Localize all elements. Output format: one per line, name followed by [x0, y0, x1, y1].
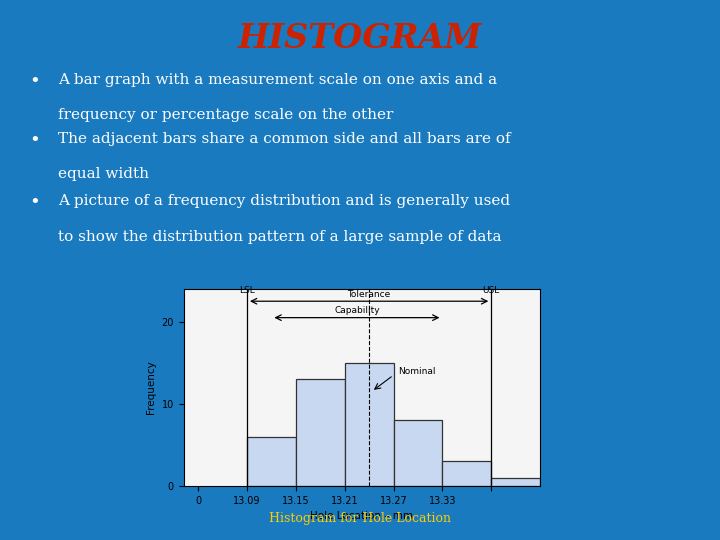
Text: Histogram for Hole Location: Histogram for Hole Location: [269, 512, 451, 525]
Text: •: •: [29, 132, 40, 150]
Text: equal width: equal width: [58, 167, 148, 181]
Bar: [442, 461, 491, 486]
Bar: [247, 437, 296, 486]
Y-axis label: Frequency: Frequency: [146, 361, 156, 414]
Text: •: •: [29, 194, 40, 212]
Text: frequency or percentage scale on the other: frequency or percentage scale on the oth…: [58, 108, 393, 122]
Text: Tolerance: Tolerance: [348, 290, 391, 299]
Text: •: •: [29, 73, 40, 91]
Text: A bar graph with a measurement scale on one axis and a: A bar graph with a measurement scale on …: [58, 73, 497, 87]
Bar: [345, 363, 394, 486]
Text: Nominal: Nominal: [398, 367, 436, 375]
Text: Capability: Capability: [334, 306, 379, 315]
X-axis label: Hole Location – mm: Hole Location – mm: [310, 511, 413, 521]
Text: to show the distribution pattern of a large sample of data: to show the distribution pattern of a la…: [58, 230, 501, 244]
Text: USL: USL: [482, 286, 500, 295]
Bar: [491, 478, 540, 486]
Text: LSL: LSL: [239, 286, 255, 295]
Bar: [296, 379, 345, 486]
Text: The adjacent bars share a common side and all bars are of: The adjacent bars share a common side an…: [58, 132, 510, 146]
Text: A picture of a frequency distribution and is generally used: A picture of a frequency distribution an…: [58, 194, 510, 208]
Bar: [394, 420, 442, 486]
Text: HISTOGRAM: HISTOGRAM: [238, 22, 482, 55]
